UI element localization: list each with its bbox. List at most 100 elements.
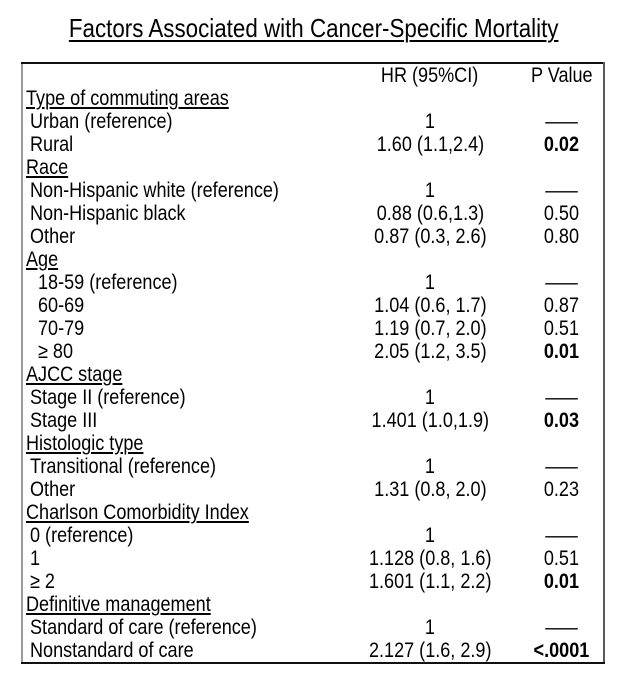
hr-value-cell: 1.60 (1.1,2.4) (376, 133, 484, 156)
hr-value-cell: 2.127 (1.6, 2.9) (368, 639, 492, 662)
hr-value-cell: 1 (424, 616, 436, 639)
section-label-cell: Histologic type (22, 432, 604, 455)
hr-value-cell: 1.31 (0.8, 2.0) (373, 478, 487, 501)
section-label: Age (26, 248, 59, 271)
hr-value-cell: 1 (424, 455, 436, 478)
factor-label-cell: Nonstandard of care (30, 639, 194, 662)
factor-row: 1 1.128 (0.8, 1.6) 0.51 (22, 547, 604, 570)
factor-row: 70-79 1.19 (0.7, 2.0) 0.51 (22, 317, 604, 340)
factors-table: HR (95%CI) P Value Type of commuting are… (21, 62, 605, 664)
hr-value-cell: 2.05 (1.2, 3.5) (373, 340, 487, 363)
section-label: AJCC stage (26, 363, 123, 386)
section-row: Charlson Comorbidity Index (22, 501, 604, 524)
section-label: Type of commuting areas (26, 87, 229, 110)
factor-label-cell: Stage III (30, 409, 98, 432)
factor-row: Transitional (reference) 1 — (22, 455, 604, 478)
header-empty-cell (22, 63, 340, 87)
factor-label-cell: 60-69 (38, 294, 85, 317)
factor-label-cell: ≥ 80 (38, 340, 74, 363)
hr-value-cell: 1 (424, 110, 436, 133)
hr-value-cell: 0.88 (0.6,1.3) (376, 202, 484, 225)
factor-row: Other 0.87 (0.3, 2.6) 0.80 (22, 225, 604, 248)
factor-row: ≥ 2 1.601 (1.1, 2.2) 0.01 (22, 570, 604, 593)
section-label-cell: Race (22, 156, 604, 179)
factor-label-cell: Stage II (reference) (30, 386, 186, 409)
factor-label-cell: Transitional (reference) (30, 455, 217, 478)
no-p-dash: — (545, 616, 578, 639)
factor-label-cell: Non-Hispanic white (reference) (30, 179, 279, 202)
section-label-cell: Type of commuting areas (22, 87, 604, 110)
p-value-cell: 0.51 (543, 317, 580, 340)
factor-label-cell: 70-79 (38, 317, 85, 340)
p-value-cell: 0.87 (543, 294, 580, 317)
section-row: Age (22, 248, 604, 271)
factor-label-cell: ≥ 2 (30, 570, 55, 593)
factor-row: 18-59 (reference) 1 — (22, 271, 604, 294)
no-p-dash: — (545, 524, 578, 547)
hr-value-cell: 1.128 (0.8, 1.6) (368, 547, 492, 570)
no-p-dash: — (545, 386, 578, 409)
section-row: Histologic type (22, 432, 604, 455)
factor-row: ≥ 80 2.05 (1.2, 3.5) 0.01 (22, 340, 604, 363)
no-p-dash: — (545, 110, 578, 133)
p-value-cell: 0.23 (543, 478, 580, 501)
hr-value-cell: 1.04 (0.6, 1.7) (373, 294, 487, 317)
section-row: Race (22, 156, 604, 179)
hr-value-cell: 1 (424, 271, 436, 294)
factor-label-cell: 0 (reference) (30, 524, 134, 547)
p-value-cell: 0.03 (543, 409, 580, 432)
factor-row: Nonstandard of care 2.127 (1.6, 2.9) <.0… (22, 639, 604, 663)
hr-value-cell: 0.87 (0.3, 2.6) (373, 225, 487, 248)
p-value-cell: 0.01 (543, 570, 580, 593)
section-row: Type of commuting areas (22, 87, 604, 110)
section-label-cell: AJCC stage (22, 363, 604, 386)
p-value-cell: — (520, 616, 604, 639)
column-header-hr: HR (95%CI) (381, 64, 479, 87)
section-label-cell: Charlson Comorbidity Index (22, 501, 604, 524)
p-value-cell: 0.50 (543, 202, 580, 225)
section-row: Definitive management (22, 593, 604, 616)
hr-value-cell: 1 (424, 386, 436, 409)
p-value-cell: — (520, 271, 604, 294)
factor-row: 0 (reference) 1 — (22, 524, 604, 547)
page-title-text: Factors Associated with Cancer-Specific … (68, 13, 559, 43)
hr-value-cell: 1.401 (1.0,1.9) (371, 409, 489, 432)
p-value-cell: — (520, 524, 604, 547)
factor-row: Urban (reference) 1 — (22, 110, 604, 133)
header-row: HR (95%CI) P Value (22, 63, 604, 87)
factor-row: Stage III 1.401 (1.0,1.9) 0.03 (22, 409, 604, 432)
section-label-cell: Age (22, 248, 604, 271)
factor-row: Stage II (reference) 1 — (22, 386, 604, 409)
no-p-dash: — (545, 271, 578, 294)
section-label: Charlson Comorbidity Index (26, 501, 249, 524)
p-value-cell: 0.80 (543, 225, 580, 248)
section-label-cell: Definitive management (22, 593, 604, 616)
factor-row: Non-Hispanic black 0.88 (0.6,1.3) 0.50 (22, 202, 604, 225)
factor-row: Rural 1.60 (1.1,2.4) 0.02 (22, 133, 604, 156)
p-value-cell: — (520, 386, 604, 409)
section-label: Definitive management (26, 593, 211, 616)
factor-label-cell: 1 (30, 547, 41, 570)
factor-row: Non-Hispanic white (reference) 1 — (22, 179, 604, 202)
p-value-cell: 0.01 (543, 340, 580, 363)
section-row: AJCC stage (22, 363, 604, 386)
page-title: Factors Associated with Cancer-Specific … (0, 11, 627, 45)
factor-label-cell: Other (30, 478, 76, 501)
factor-label-cell: Other (30, 225, 76, 248)
factor-label-cell: 18-59 (reference) (38, 271, 178, 294)
p-value-cell: — (520, 179, 604, 202)
p-value-cell: — (520, 110, 604, 133)
factor-label-cell: Rural (30, 133, 74, 156)
section-label: Race (26, 156, 69, 179)
hr-value-cell: 1 (424, 524, 436, 547)
no-p-dash: — (545, 455, 578, 478)
factor-row: Standard of care (reference) 1 — (22, 616, 604, 639)
hr-value-cell: 1 (424, 179, 436, 202)
factor-row: Other 1.31 (0.8, 2.0) 0.23 (22, 478, 604, 501)
p-value-cell: — (520, 455, 604, 478)
column-header-p: P Value (530, 64, 593, 87)
p-value-cell: 0.51 (543, 547, 580, 570)
hr-value-cell: 1.19 (0.7, 2.0) (373, 317, 487, 340)
no-p-dash: — (545, 179, 578, 202)
section-label: Histologic type (26, 432, 144, 455)
